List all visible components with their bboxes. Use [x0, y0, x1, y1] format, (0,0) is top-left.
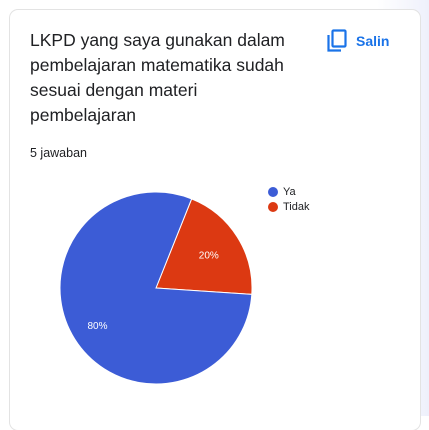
pie-label-ya: 80%	[88, 321, 108, 332]
legend-label-tidak: Tidak	[283, 200, 310, 213]
legend-swatch-tidak	[268, 201, 278, 212]
legend-swatch-ya	[268, 186, 278, 197]
legend-label-ya: Ya	[283, 185, 296, 198]
pie-chart: 20% 80%	[59, 191, 253, 385]
legend-item-tidak[interactable]: Tidak	[268, 199, 310, 214]
copy-chart-button[interactable]: Salin	[326, 28, 389, 54]
pie-slice-tidak[interactable]	[155, 198, 253, 295]
response-count: 5 jawaban	[30, 146, 87, 160]
chart-legend: Ya Tidak	[268, 184, 310, 214]
pie-label-tidak: 20%	[199, 251, 219, 262]
legend-item-ya[interactable]: Ya	[268, 184, 310, 199]
question-title: LKPD yang saya gunakan dalam pembelajara…	[30, 30, 285, 125]
copy-icon	[327, 29, 347, 52]
pie-slice-ya[interactable]	[59, 191, 253, 385]
copy-button-label: Salin	[356, 33, 390, 49]
